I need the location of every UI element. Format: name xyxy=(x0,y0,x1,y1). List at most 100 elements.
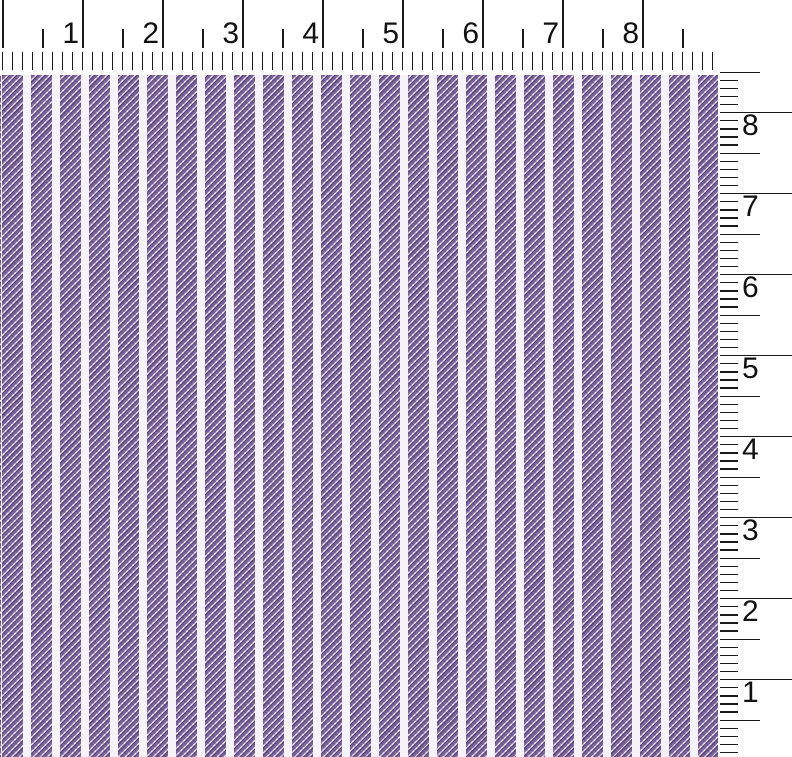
tenth-inch-tick xyxy=(720,306,738,308)
eighth-inch-tick xyxy=(662,52,664,70)
eighth-inch-tick xyxy=(262,52,264,70)
tenth-inch-tick xyxy=(720,87,738,90)
tenth-inch-tick xyxy=(720,646,738,648)
half-inch-tick xyxy=(522,29,524,48)
ruler-number: 5 xyxy=(742,352,759,385)
ruler-number: 8 xyxy=(742,109,759,142)
tenth-inch-tick xyxy=(720,622,738,624)
half-inch-tick xyxy=(442,29,444,48)
eighth-inch-tick xyxy=(532,52,534,70)
eighth-inch-tick xyxy=(82,52,84,70)
eighth-inch-tick xyxy=(72,52,74,70)
tenth-inch-tick xyxy=(720,695,738,697)
tenth-inch-tick xyxy=(720,427,738,430)
half-inch-tick xyxy=(720,314,760,316)
tenth-inch-tick xyxy=(720,581,738,584)
half-inch-tick xyxy=(202,29,204,48)
tenth-inch-tick xyxy=(720,751,738,754)
inch-tick xyxy=(720,112,792,114)
ruler-number: 2 xyxy=(742,595,759,628)
tenth-inch-tick xyxy=(720,346,738,349)
eighth-inch-tick xyxy=(182,52,184,70)
eighth-inch-tick xyxy=(412,52,414,70)
inch-tick xyxy=(402,0,404,48)
inch-tick xyxy=(482,0,484,48)
tenth-inch-tick xyxy=(720,606,738,608)
tenth-inch-tick xyxy=(720,249,738,252)
inch-tick xyxy=(720,355,792,357)
eighth-inch-tick xyxy=(372,52,374,70)
eighth-inch-tick xyxy=(572,52,574,70)
tenth-inch-tick xyxy=(720,460,738,462)
tenth-inch-tick xyxy=(720,500,738,503)
eighth-inch-tick xyxy=(122,52,124,70)
tenth-inch-tick xyxy=(720,492,738,495)
eighth-inch-tick xyxy=(562,52,564,70)
tenth-inch-tick xyxy=(720,168,738,171)
eighth-inch-tick xyxy=(192,52,194,70)
tenth-inch-tick xyxy=(720,95,738,98)
eighth-inch-tick xyxy=(352,52,354,70)
eighth-inch-tick xyxy=(672,52,674,70)
tenth-inch-tick xyxy=(720,630,738,632)
ruler-number: 3 xyxy=(742,514,759,547)
eighth-inch-tick xyxy=(32,52,34,70)
half-inch-tick xyxy=(720,395,760,397)
tenth-inch-tick xyxy=(720,128,738,130)
eighth-inch-tick xyxy=(702,52,704,70)
horizontal-ruler: 1 2 3 4 5 6 7 8 xyxy=(0,0,718,75)
tenth-inch-tick xyxy=(720,120,738,122)
half-inch-tick xyxy=(282,29,284,48)
half-inch-tick xyxy=(720,638,760,640)
eighth-inch-tick xyxy=(152,52,154,70)
eighth-inch-tick xyxy=(272,52,274,70)
eighth-inch-tick xyxy=(162,52,164,70)
eighth-inch-tick xyxy=(302,52,304,70)
ruler-number: 4 xyxy=(302,17,319,50)
tenth-inch-tick xyxy=(720,670,738,673)
tenth-inch-tick xyxy=(720,565,738,567)
ruler-number: 6 xyxy=(462,17,479,50)
tenth-inch-tick xyxy=(720,533,738,535)
eighth-inch-tick xyxy=(12,52,14,70)
eighth-inch-tick xyxy=(422,52,424,70)
half-inch-tick xyxy=(720,557,760,559)
eighth-inch-tick xyxy=(712,52,714,70)
tenth-inch-tick xyxy=(720,387,738,389)
ruler-number: 8 xyxy=(622,17,639,50)
eighth-inch-tick xyxy=(332,52,334,70)
tenth-inch-tick xyxy=(720,711,738,713)
eighth-inch-tick xyxy=(612,52,614,70)
tenth-inch-tick xyxy=(720,290,738,292)
eighth-inch-tick xyxy=(502,52,504,70)
half-inch-tick xyxy=(42,29,44,48)
tenth-inch-tick xyxy=(720,541,738,543)
eighth-inch-tick xyxy=(232,52,234,70)
eighth-inch-tick xyxy=(392,52,394,70)
eighth-inch-tick xyxy=(552,52,554,70)
half-inch-tick xyxy=(602,29,604,48)
eighth-inch-tick xyxy=(282,52,284,70)
tenth-inch-tick xyxy=(720,484,738,486)
eighth-inch-tick xyxy=(322,52,324,70)
ruler-number: 5 xyxy=(382,17,399,50)
tenth-inch-tick xyxy=(720,225,738,227)
eighth-inch-tick xyxy=(22,52,24,70)
eighth-inch-tick xyxy=(442,52,444,70)
inch-tick xyxy=(162,0,164,48)
eighth-inch-tick xyxy=(362,52,364,70)
vertical-ruler: 8 7 6 5 4 3 2 1 xyxy=(720,0,792,757)
eighth-inch-tick xyxy=(682,52,684,70)
tenth-inch-tick xyxy=(720,257,738,260)
eighth-inch-tick xyxy=(172,52,174,70)
eighth-inch-tick xyxy=(642,52,644,70)
tenth-inch-tick xyxy=(720,735,738,738)
tenth-inch-tick xyxy=(720,589,738,592)
eighth-inch-tick xyxy=(2,52,4,70)
eighth-inch-tick xyxy=(212,52,214,70)
inch-tick xyxy=(562,0,564,48)
tenth-inch-tick xyxy=(720,727,738,729)
tenth-inch-tick xyxy=(720,743,738,746)
tenth-inch-tick xyxy=(720,403,738,405)
